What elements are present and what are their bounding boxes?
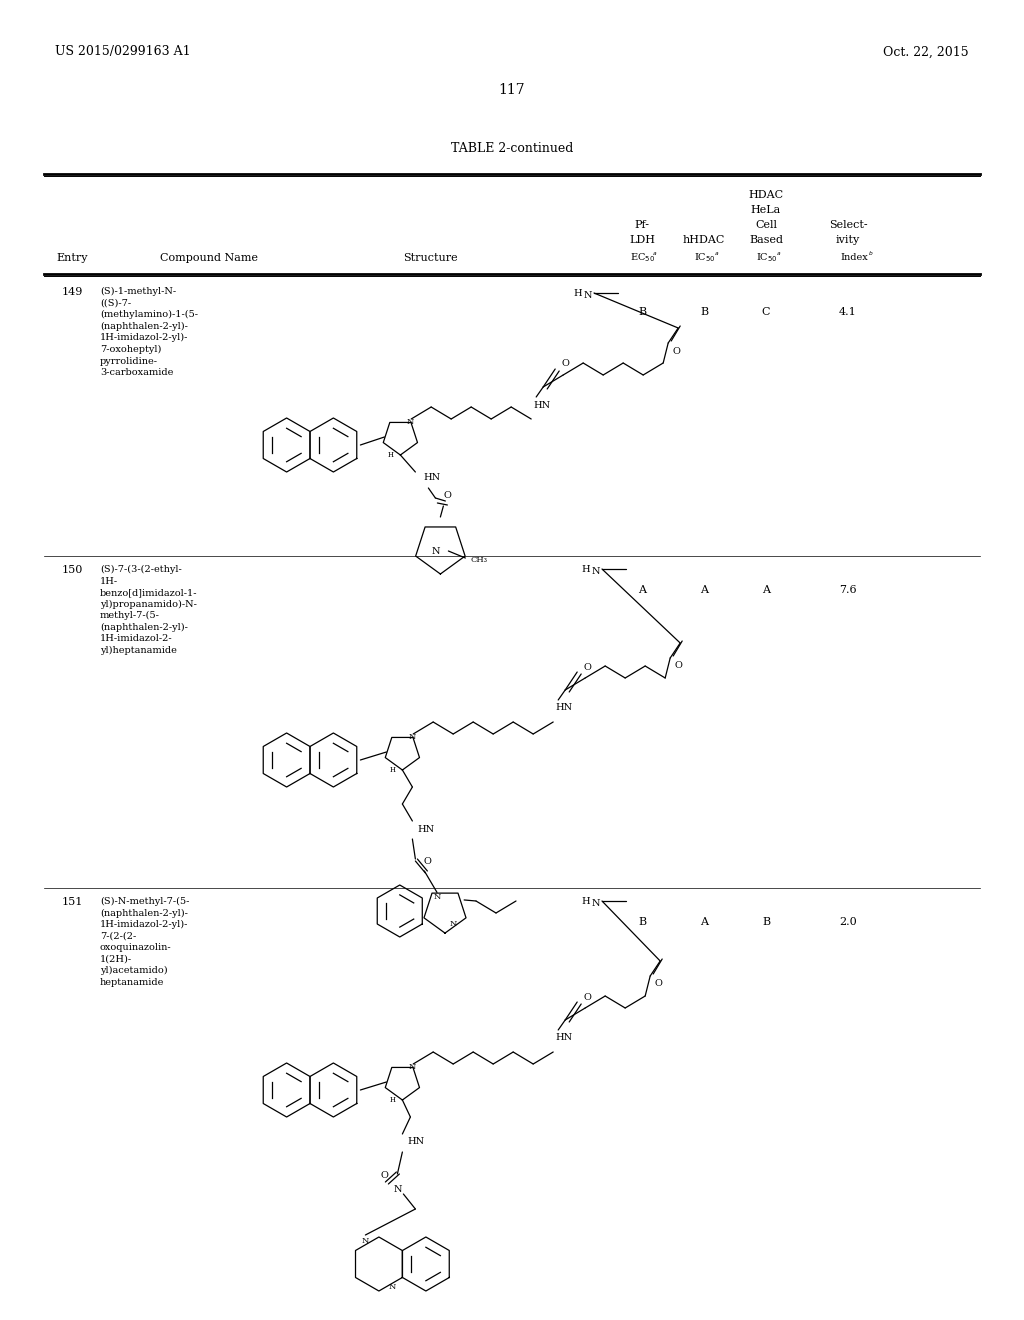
- Text: A: A: [638, 585, 646, 595]
- Text: H: H: [389, 1096, 395, 1104]
- Text: 2.0: 2.0: [839, 917, 857, 927]
- Text: A: A: [700, 585, 708, 595]
- Text: O: O: [654, 979, 663, 989]
- Text: O: O: [381, 1172, 388, 1180]
- Text: O: O: [584, 993, 591, 1002]
- Text: H: H: [582, 565, 590, 573]
- Text: N: N: [592, 899, 600, 908]
- Text: Based: Based: [749, 235, 783, 246]
- Text: O: O: [584, 663, 591, 672]
- Text: N: N: [409, 733, 416, 741]
- Text: O: O: [443, 491, 452, 499]
- Text: B: B: [700, 308, 708, 317]
- Text: Compound Name: Compound Name: [160, 253, 258, 263]
- Text: A: A: [762, 585, 770, 595]
- Text: 4.1: 4.1: [839, 308, 857, 317]
- Text: O: O: [672, 346, 680, 355]
- Text: H: H: [387, 451, 393, 459]
- Text: HN: HN: [423, 473, 440, 482]
- Text: $^a$: $^a$: [652, 251, 657, 259]
- Text: N: N: [389, 1283, 396, 1291]
- Text: Index: Index: [840, 253, 867, 263]
- Text: $^a$: $^a$: [776, 251, 781, 259]
- Text: 151: 151: [61, 898, 83, 907]
- Text: N: N: [407, 417, 414, 425]
- Text: (S)-7-(3-(2-ethyl-
1H-
benzo[d]imidazol-1-
yl)propanamido)-N-
methyl-7-(5-
(naph: (S)-7-(3-(2-ethyl- 1H- benzo[d]imidazol-…: [100, 565, 198, 655]
- Text: HN: HN: [534, 400, 550, 409]
- Text: TABLE 2-continued: TABLE 2-continued: [451, 141, 573, 154]
- Text: H: H: [389, 766, 395, 774]
- Text: N: N: [433, 892, 440, 900]
- Text: B: B: [638, 917, 646, 927]
- Text: 7.6: 7.6: [840, 585, 857, 595]
- Text: US 2015/0299163 A1: US 2015/0299163 A1: [55, 45, 190, 58]
- Text: 149: 149: [61, 286, 83, 297]
- Text: N: N: [431, 548, 439, 557]
- Text: IC$_{50}$: IC$_{50}$: [756, 252, 777, 264]
- Text: HN: HN: [418, 825, 434, 833]
- Text: N: N: [393, 1184, 401, 1193]
- Text: hHDAC: hHDAC: [683, 235, 725, 246]
- Text: Entry: Entry: [56, 253, 88, 263]
- Text: 150: 150: [61, 565, 83, 576]
- Text: 117: 117: [499, 83, 525, 96]
- Text: Oct. 22, 2015: Oct. 22, 2015: [884, 45, 969, 58]
- Text: O: O: [674, 661, 682, 671]
- Text: (S)-1-methyl-N-
((S)-7-
(methylamino)-1-(5-
(naphthalen-2-yl)-
1H-imidazol-2-yl): (S)-1-methyl-N- ((S)-7- (methylamino)-1-…: [100, 286, 198, 378]
- Text: HN: HN: [555, 704, 572, 713]
- Text: C: C: [762, 308, 770, 317]
- Text: B: B: [638, 308, 646, 317]
- Text: O: O: [424, 857, 431, 866]
- Text: Pf-: Pf-: [635, 220, 649, 230]
- Text: O: O: [561, 359, 569, 368]
- Text: N: N: [409, 1063, 416, 1071]
- Text: CH₃: CH₃: [470, 556, 487, 564]
- Text: HeLa: HeLa: [751, 205, 781, 215]
- Text: N: N: [361, 1237, 369, 1245]
- Text: $^a$: $^a$: [714, 251, 719, 259]
- Text: H: H: [573, 289, 582, 297]
- Text: Structure: Structure: [402, 253, 458, 263]
- Text: N: N: [592, 566, 600, 576]
- Text: ivity: ivity: [836, 235, 860, 246]
- Text: HN: HN: [555, 1034, 572, 1043]
- Text: A: A: [700, 917, 708, 927]
- Text: EC$_{50}$: EC$_{50}$: [630, 252, 655, 264]
- Text: B: B: [762, 917, 770, 927]
- Text: HDAC: HDAC: [749, 190, 783, 201]
- Text: IC$_{50}$: IC$_{50}$: [694, 252, 716, 264]
- Text: N: N: [584, 290, 592, 300]
- Text: N: N: [450, 920, 457, 928]
- Text: LDH: LDH: [629, 235, 655, 246]
- Text: HN: HN: [408, 1138, 425, 1147]
- Text: $^b$: $^b$: [868, 251, 873, 259]
- Text: H: H: [582, 896, 590, 906]
- Text: Select-: Select-: [828, 220, 867, 230]
- Text: (S)-N-methyl-7-(5-
(naphthalen-2-yl)-
1H-imidazol-2-yl)-
7-(2-(2-
oxoquinazolin-: (S)-N-methyl-7-(5- (naphthalen-2-yl)- 1H…: [100, 898, 189, 987]
- Text: Cell: Cell: [755, 220, 777, 230]
